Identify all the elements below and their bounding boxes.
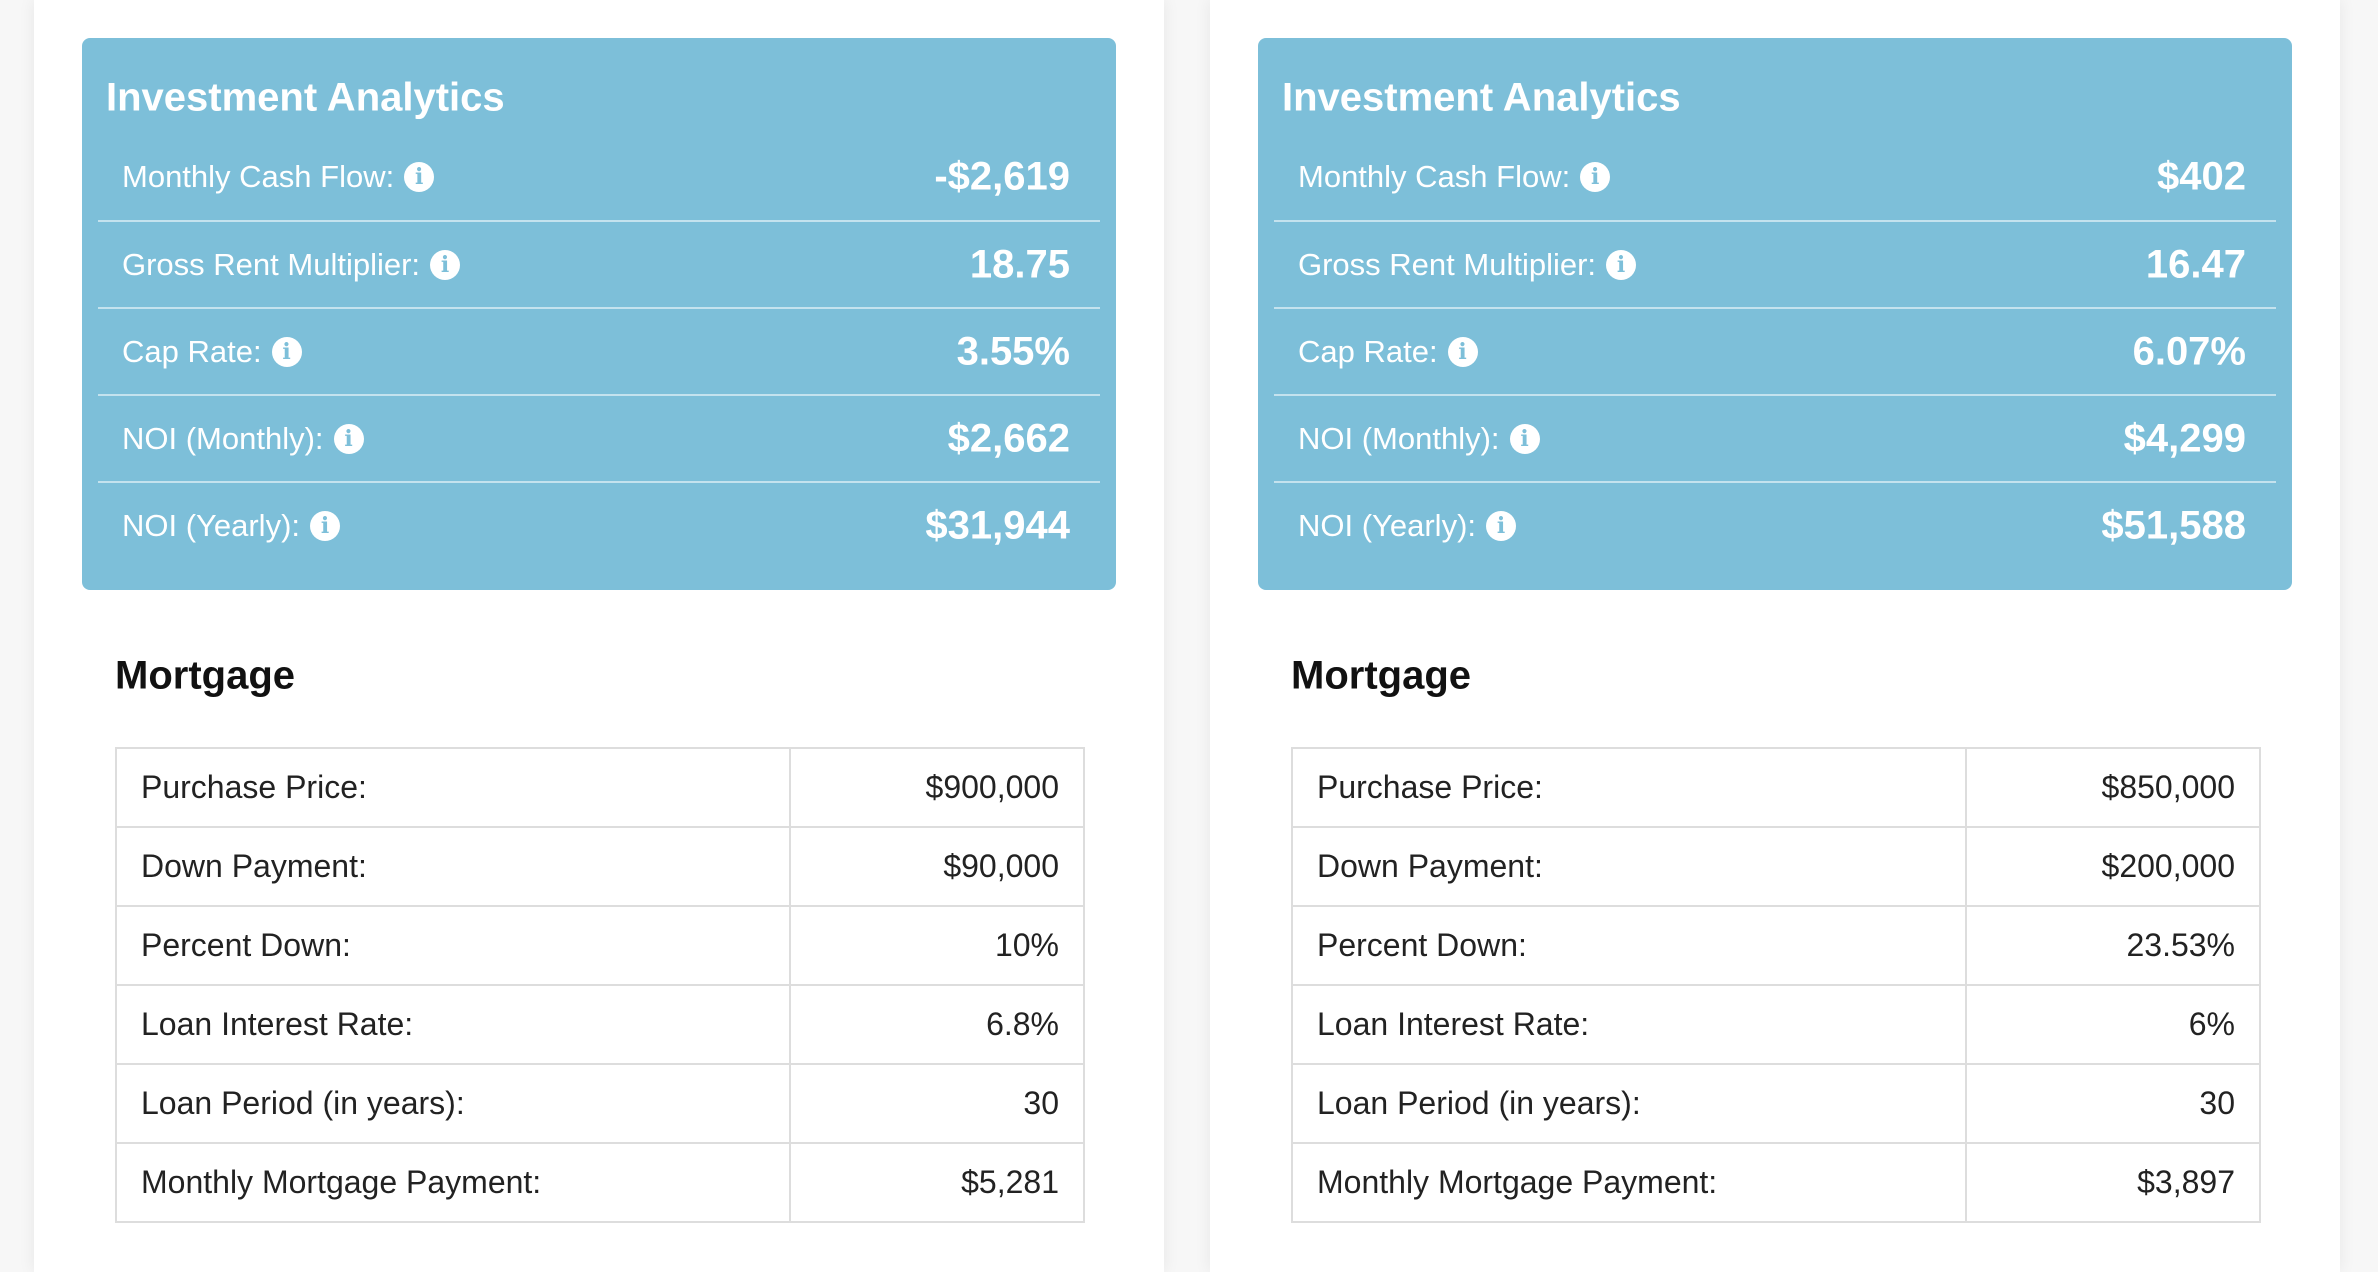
mortgage-label: Percent Down: [1291,905,1967,986]
mortgage-label: Down Payment: [1291,826,1967,907]
mortgage-value: $90,000 [788,826,1086,907]
table-row: Percent Down: 23.53% [1291,905,2262,986]
metric-row-noi-yearly: NOI (Yearly): i $51,588 [1274,481,2276,568]
mortgage-table: Purchase Price: $900,000 Down Payment: $… [115,747,1086,1223]
table-row: Monthly Mortgage Payment: $5,281 [115,1142,1086,1223]
metric-label: Gross Rent Multiplier: [122,246,421,282]
mortgage-label: Loan Period (in years): [115,1063,791,1144]
metric-value: $4,299 [2123,416,2246,460]
info-icon[interactable]: i [430,249,461,280]
info-icon[interactable]: i [333,423,364,454]
info-icon[interactable]: i [404,161,435,192]
mortgage-label: Monthly Mortgage Payment: [1291,1142,1967,1223]
mortgage-value: 30 [788,1063,1086,1144]
info-icon[interactable]: i [1447,336,1478,367]
table-row: Loan Interest Rate: 6.8% [115,984,1086,1065]
property-card-left: Investment Analytics Monthly Cash Flow: … [34,0,1164,1272]
mortgage-heading: Mortgage [1291,653,1471,698]
metric-value: $402 [2157,154,2246,198]
mortgage-table: Purchase Price: $850,000 Down Payment: $… [1291,747,2262,1223]
table-row: Percent Down: 10% [115,905,1086,986]
mortgage-value: $900,000 [788,747,1086,828]
mortgage-value: 10% [788,905,1086,986]
mortgage-value: 23.53% [1964,905,2262,986]
mortgage-heading: Mortgage [115,653,295,698]
mortgage-value: $5,281 [788,1142,1086,1223]
info-icon[interactable]: i [1509,423,1540,454]
mortgage-label: Purchase Price: [115,747,791,828]
metric-row-gross-rent-multiplier: Gross Rent Multiplier: i 16.47 [1274,220,2276,307]
table-row: Purchase Price: $850,000 [1291,747,2262,828]
mortgage-value: 30 [1964,1063,2262,1144]
metric-row-monthly-cash-flow: Monthly Cash Flow: i $402 [1274,133,2276,220]
mortgage-label: Monthly Mortgage Payment: [115,1142,791,1223]
mortgage-label: Loan Interest Rate: [1291,984,1967,1065]
metric-row-gross-rent-multiplier: Gross Rent Multiplier: i 18.75 [98,220,1100,307]
table-row: Loan Period (in years): 30 [115,1063,1086,1144]
investment-analytics-box: Investment Analytics Monthly Cash Flow: … [1258,38,2292,590]
investment-analytics-box: Investment Analytics Monthly Cash Flow: … [82,38,1116,590]
metric-value: 3.55% [956,329,1070,373]
metric-value: $51,588 [2101,503,2246,547]
metric-label: NOI (Monthly): [122,420,324,456]
metric-value: -$2,619 [934,154,1070,198]
mortgage-label: Purchase Price: [1291,747,1967,828]
metric-label: Monthly Cash Flow: [1298,158,1571,194]
table-row: Loan Period (in years): 30 [1291,1063,2262,1144]
mortgage-value: 6.8% [788,984,1086,1065]
table-row: Down Payment: $90,000 [115,826,1086,907]
mortgage-value: $3,897 [1964,1142,2262,1223]
info-icon[interactable]: i [271,336,302,367]
info-icon[interactable]: i [1580,161,1611,192]
mortgage-label: Down Payment: [115,826,791,907]
metric-label: NOI (Monthly): [1298,420,1500,456]
property-card-right: Investment Analytics Monthly Cash Flow: … [1210,0,2340,1272]
metric-value: $31,944 [925,503,1070,547]
metric-row-monthly-cash-flow: Monthly Cash Flow: i -$2,619 [98,133,1100,220]
metric-value: 18.75 [969,242,1070,286]
metric-value: $2,662 [947,416,1070,460]
metric-row-cap-rate: Cap Rate: i 6.07% [1274,307,2276,394]
metric-label: Cap Rate: [122,333,262,369]
table-row: Loan Interest Rate: 6% [1291,984,2262,1065]
metric-row-noi-monthly: NOI (Monthly): i $4,299 [1274,394,2276,481]
table-row: Down Payment: $200,000 [1291,826,2262,907]
analytics-title: Investment Analytics [1282,75,1681,120]
analytics-title: Investment Analytics [106,75,505,120]
mortgage-value: 6% [1964,984,2262,1065]
mortgage-value: $850,000 [1964,747,2262,828]
table-row: Monthly Mortgage Payment: $3,897 [1291,1142,2262,1223]
table-row: Purchase Price: $900,000 [115,747,1086,828]
mortgage-label: Percent Down: [115,905,791,986]
metric-label: NOI (Yearly): [122,507,301,543]
mortgage-value: $200,000 [1964,826,2262,907]
metric-row-cap-rate: Cap Rate: i 3.55% [98,307,1100,394]
metric-value: 6.07% [2132,329,2246,373]
metric-row-noi-yearly: NOI (Yearly): i $31,944 [98,481,1100,568]
info-icon[interactable]: i [310,510,341,541]
metric-label: Gross Rent Multiplier: [1298,246,1597,282]
metric-label: Monthly Cash Flow: [122,158,395,194]
info-icon[interactable]: i [1606,249,1637,280]
metric-value: 16.47 [2145,242,2246,286]
info-icon[interactable]: i [1486,510,1517,541]
mortgage-label: Loan Period (in years): [1291,1063,1967,1144]
metric-row-noi-monthly: NOI (Monthly): i $2,662 [98,394,1100,481]
metric-label: Cap Rate: [1298,333,1438,369]
metric-label: NOI (Yearly): [1298,507,1477,543]
mortgage-label: Loan Interest Rate: [115,984,791,1065]
